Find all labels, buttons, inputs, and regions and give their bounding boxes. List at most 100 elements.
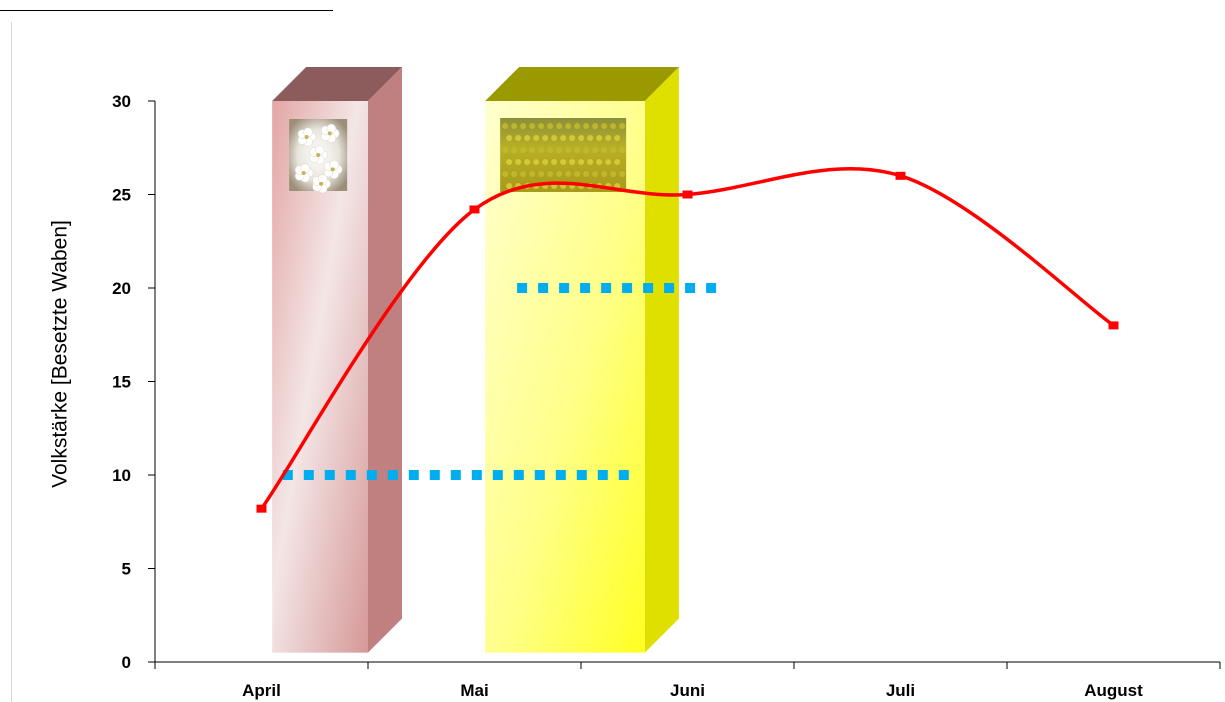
- bloom-column-face: [272, 101, 368, 653]
- blossom-dot: [560, 159, 567, 165]
- bloom-column-face: [485, 101, 645, 653]
- blossom-dot: [569, 135, 576, 141]
- bloom-column-top: [272, 67, 402, 101]
- x-tick-label: Juli: [886, 681, 915, 700]
- tick-labels: 0 5 10 15 20 25 30 April Mai Juni Juli August: [112, 92, 1143, 700]
- blossom-dot: [511, 171, 518, 177]
- bloom-column-0: [272, 67, 402, 653]
- blossom-dot: [556, 171, 563, 177]
- blossom-dot: [556, 123, 563, 129]
- blossom-dot: [601, 123, 608, 129]
- blossom-dot: [542, 159, 549, 165]
- blossom-dot: [515, 135, 522, 141]
- reference-lines: [282, 283, 720, 480]
- blossom-dot: [574, 171, 581, 177]
- bloom-column-top: [485, 67, 679, 101]
- x-tick-label: Juni: [670, 681, 705, 700]
- series-line-0: [260, 167, 1115, 510]
- flower-center: [319, 181, 324, 186]
- blossom-dot: [529, 123, 536, 129]
- cherry-blossom-icon: [289, 119, 348, 194]
- blossom-dot: [502, 123, 509, 129]
- blossom-dot: [538, 171, 545, 177]
- blossom-dot: [560, 135, 567, 141]
- blossom-dot: [556, 147, 563, 153]
- blossom-dot: [574, 147, 581, 153]
- blossom-dot: [601, 171, 608, 177]
- y-tick-label: 25: [112, 186, 131, 205]
- data-point: [1108, 321, 1119, 330]
- flower-center: [301, 171, 306, 175]
- blossom-dot: [565, 147, 572, 153]
- petal: [303, 127, 313, 137]
- blossom-dot: [619, 123, 626, 129]
- axes: [148, 100, 1221, 669]
- blossom-dot: [547, 123, 554, 129]
- blossom-dot: [506, 183, 513, 189]
- blossom-dot: [605, 159, 612, 165]
- blossom-dot: [610, 171, 617, 177]
- blossom-dot: [583, 147, 590, 153]
- blossom-dot: [520, 171, 527, 177]
- blossom-dot: [506, 159, 513, 165]
- petal: [300, 163, 310, 173]
- header-underline: [0, 0, 333, 11]
- blossom-dot: [533, 159, 540, 165]
- bloom-periods: [272, 67, 679, 653]
- petal: [329, 159, 339, 170]
- data-point: [682, 190, 693, 199]
- blossom-dot: [583, 171, 590, 177]
- y-tick-label: 20: [112, 279, 131, 298]
- blossom-dot: [596, 159, 603, 165]
- data-point: [469, 205, 480, 214]
- bloom-column-1: [485, 67, 679, 653]
- blossom-dot: [583, 123, 590, 129]
- blossom-dot: [524, 135, 531, 141]
- blossom-dot: [506, 135, 513, 141]
- blossom-dot: [601, 147, 608, 153]
- blossom-dot: [529, 171, 536, 177]
- data-point: [256, 504, 267, 513]
- y-tick-label: 15: [112, 373, 131, 392]
- y-tick-label: 5: [122, 560, 131, 579]
- blossom-dot: [596, 135, 603, 141]
- blossom-dot: [511, 123, 518, 129]
- blossom-dot: [529, 147, 536, 153]
- y-tick-label: 0: [122, 653, 131, 672]
- blossom-dot: [605, 135, 612, 141]
- blossom-dot: [520, 123, 527, 129]
- blossom-dot: [542, 135, 549, 141]
- blossom-dot: [592, 147, 599, 153]
- flower-center: [327, 131, 332, 136]
- blossom-dot: [578, 135, 585, 141]
- flower-center: [330, 167, 335, 172]
- blossom-dot: [619, 147, 626, 153]
- blossom-dot: [592, 123, 599, 129]
- blossom-dot: [587, 159, 594, 165]
- x-tick-label: Mai: [460, 681, 488, 700]
- blossom-dot: [551, 135, 558, 141]
- blossom-dot: [533, 135, 540, 141]
- left-divider: [11, 22, 12, 702]
- blossom-dot: [610, 147, 617, 153]
- flower-center: [316, 153, 321, 157]
- blossom-dot: [547, 171, 554, 177]
- blossom-dot: [565, 123, 572, 129]
- y-tick-label: 10: [112, 466, 131, 485]
- blossom-dot: [574, 123, 581, 129]
- flower-center: [304, 135, 309, 139]
- blossom-dot: [502, 171, 509, 177]
- blossom-dot: [619, 171, 626, 177]
- rapeseed-field-icon: [500, 118, 627, 192]
- petal: [326, 123, 337, 134]
- blossom-dot: [511, 147, 518, 153]
- blossom-dot: [592, 171, 599, 177]
- petal: [317, 174, 328, 184]
- blossom-dot: [610, 123, 617, 129]
- blossom-dot: [565, 171, 572, 177]
- blossom-dot: [547, 147, 554, 153]
- photo-background: [500, 118, 627, 192]
- blossom-dot: [614, 159, 621, 165]
- x-tick-label: April: [242, 681, 281, 700]
